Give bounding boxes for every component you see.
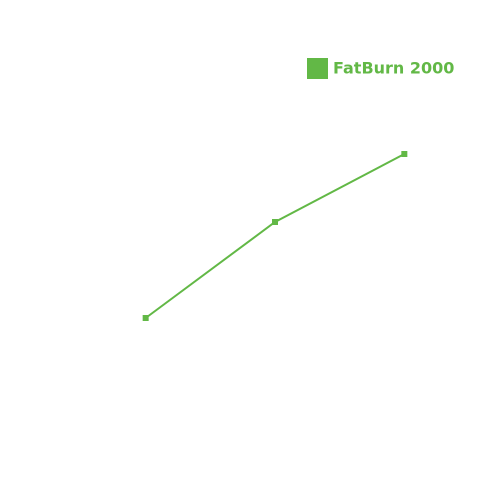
marker xyxy=(272,219,278,225)
marker xyxy=(401,151,408,157)
marker xyxy=(142,315,149,321)
legend-label: FatBurn 2000 xyxy=(333,59,454,78)
line xyxy=(145,153,405,319)
legend-swatch xyxy=(307,58,328,79)
